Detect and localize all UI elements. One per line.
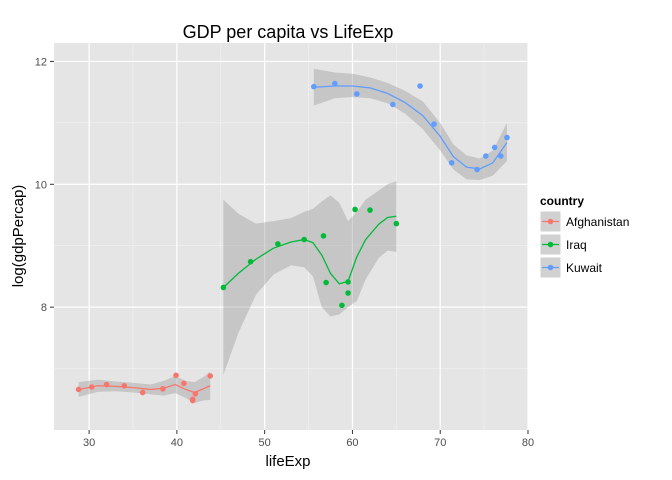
- data-point-afghanistan: [207, 373, 213, 379]
- data-point-afghanistan: [140, 390, 146, 396]
- legend-key-point: [548, 265, 554, 271]
- y-tick-label: 8: [41, 302, 47, 314]
- data-point-iraq: [275, 241, 281, 247]
- data-point-kuwait: [311, 84, 317, 90]
- data-point-afghanistan: [104, 382, 110, 388]
- legend-key-point: [548, 242, 554, 248]
- data-point-iraq: [301, 237, 307, 243]
- y-tick-label: 10: [35, 179, 47, 191]
- x-tick-label: 60: [346, 437, 358, 449]
- data-point-kuwait: [483, 153, 489, 159]
- data-point-kuwait: [431, 121, 437, 127]
- y-axis-title: log(gdpPercap): [10, 185, 27, 288]
- data-point-kuwait: [492, 145, 498, 151]
- data-point-kuwait: [354, 91, 360, 97]
- x-tick-label: 30: [83, 437, 95, 449]
- x-axis-ticks: 30 40 50 60 70 80: [83, 430, 534, 449]
- x-axis-title: lifeExp: [265, 453, 310, 470]
- x-tick-label: 40: [171, 437, 183, 449]
- y-tick-label: 12: [35, 56, 47, 68]
- data-point-afghanistan: [160, 386, 166, 392]
- data-point-iraq: [367, 207, 373, 213]
- data-point-iraq: [345, 290, 351, 296]
- data-point-iraq: [221, 285, 227, 291]
- data-point-iraq: [394, 221, 400, 227]
- data-point-afghanistan: [173, 373, 179, 379]
- data-point-iraq: [339, 303, 345, 309]
- data-point-iraq: [352, 207, 358, 213]
- data-point-afghanistan: [193, 391, 199, 397]
- legend-label-kuwait: Kuwait: [566, 261, 603, 275]
- data-point-kuwait: [474, 167, 480, 173]
- data-point-iraq: [321, 233, 327, 239]
- legend: country Afghanistan Iraq Kuwait: [540, 194, 629, 278]
- data-point-kuwait: [390, 102, 396, 108]
- data-point-afghanistan: [181, 381, 187, 387]
- data-point-afghanistan: [76, 387, 82, 393]
- legend-title: country: [540, 194, 584, 208]
- legend-label-iraq: Iraq: [566, 238, 587, 252]
- chart-title: GDP per capita vs LifeExp: [183, 22, 394, 42]
- data-point-afghanistan: [121, 383, 127, 389]
- data-point-kuwait: [417, 83, 423, 89]
- data-point-iraq: [248, 259, 254, 265]
- x-tick-label: 50: [259, 437, 271, 449]
- data-point-kuwait: [332, 81, 338, 87]
- data-point-kuwait: [504, 135, 510, 141]
- data-point-kuwait: [498, 153, 504, 159]
- legend-key-point: [548, 219, 554, 225]
- legend-label-afghanistan: Afghanistan: [566, 215, 629, 229]
- data-point-iraq: [323, 280, 329, 286]
- x-tick-label: 70: [434, 437, 446, 449]
- data-point-kuwait: [449, 160, 455, 166]
- data-point-afghanistan: [89, 384, 95, 390]
- data-point-afghanistan: [190, 396, 196, 402]
- data-point-iraq: [345, 279, 351, 285]
- y-axis-ticks: 8 10 12: [35, 56, 54, 314]
- x-tick-label: 80: [522, 437, 534, 449]
